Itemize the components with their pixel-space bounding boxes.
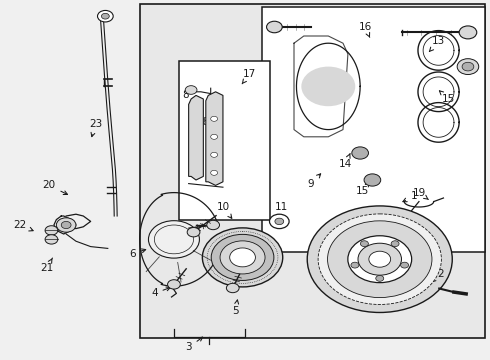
Circle shape bbox=[369, 251, 391, 267]
Circle shape bbox=[45, 226, 58, 235]
Text: 16: 16 bbox=[358, 22, 372, 37]
Polygon shape bbox=[206, 92, 223, 185]
Circle shape bbox=[202, 228, 283, 287]
Circle shape bbox=[211, 234, 274, 280]
Circle shape bbox=[364, 174, 381, 186]
Circle shape bbox=[358, 243, 401, 275]
Text: 22: 22 bbox=[13, 220, 33, 231]
Text: 15: 15 bbox=[356, 183, 369, 196]
Circle shape bbox=[376, 275, 384, 281]
Circle shape bbox=[351, 262, 359, 268]
Circle shape bbox=[301, 67, 355, 106]
Circle shape bbox=[327, 221, 432, 298]
Text: 11: 11 bbox=[275, 202, 289, 219]
FancyBboxPatch shape bbox=[179, 61, 270, 220]
Circle shape bbox=[168, 280, 180, 289]
Circle shape bbox=[185, 86, 197, 94]
Text: 10: 10 bbox=[217, 202, 232, 218]
Text: 19: 19 bbox=[412, 188, 428, 199]
Circle shape bbox=[211, 170, 218, 175]
Circle shape bbox=[361, 241, 368, 247]
Text: 18: 18 bbox=[196, 117, 213, 129]
FancyBboxPatch shape bbox=[262, 7, 485, 252]
Text: 15: 15 bbox=[440, 91, 455, 104]
Circle shape bbox=[101, 13, 109, 19]
Text: 3: 3 bbox=[185, 337, 203, 352]
Polygon shape bbox=[189, 95, 203, 180]
Text: 20: 20 bbox=[43, 180, 68, 194]
Circle shape bbox=[270, 214, 289, 229]
Circle shape bbox=[211, 152, 218, 157]
Circle shape bbox=[56, 218, 76, 232]
Text: 13: 13 bbox=[429, 36, 445, 51]
Text: 14: 14 bbox=[339, 153, 352, 169]
Circle shape bbox=[267, 21, 282, 33]
Text: 8: 8 bbox=[182, 90, 200, 104]
Text: 6: 6 bbox=[129, 249, 146, 259]
Text: 4: 4 bbox=[151, 287, 170, 298]
Text: 2: 2 bbox=[432, 269, 444, 282]
Circle shape bbox=[211, 134, 218, 139]
Circle shape bbox=[45, 235, 58, 244]
Circle shape bbox=[391, 241, 399, 247]
Circle shape bbox=[348, 236, 412, 283]
Circle shape bbox=[457, 59, 479, 75]
Circle shape bbox=[148, 221, 199, 258]
Text: 23: 23 bbox=[89, 119, 102, 137]
Circle shape bbox=[211, 116, 218, 121]
Circle shape bbox=[318, 214, 441, 305]
Circle shape bbox=[459, 26, 477, 39]
Text: 5: 5 bbox=[232, 300, 239, 316]
Text: 21: 21 bbox=[40, 258, 53, 273]
Text: 12: 12 bbox=[346, 256, 360, 271]
Circle shape bbox=[207, 220, 220, 230]
Text: 1: 1 bbox=[403, 191, 417, 202]
Text: 17: 17 bbox=[242, 69, 257, 84]
Text: 7: 7 bbox=[175, 225, 192, 235]
Text: 9: 9 bbox=[308, 174, 320, 189]
Circle shape bbox=[187, 228, 200, 237]
Circle shape bbox=[61, 221, 71, 229]
Circle shape bbox=[98, 10, 113, 22]
FancyBboxPatch shape bbox=[140, 4, 485, 338]
Circle shape bbox=[462, 62, 474, 71]
Circle shape bbox=[401, 262, 409, 268]
Circle shape bbox=[220, 241, 265, 274]
Circle shape bbox=[230, 248, 255, 267]
Circle shape bbox=[226, 283, 239, 293]
Circle shape bbox=[275, 218, 284, 225]
Circle shape bbox=[352, 147, 368, 159]
Circle shape bbox=[307, 206, 452, 312]
